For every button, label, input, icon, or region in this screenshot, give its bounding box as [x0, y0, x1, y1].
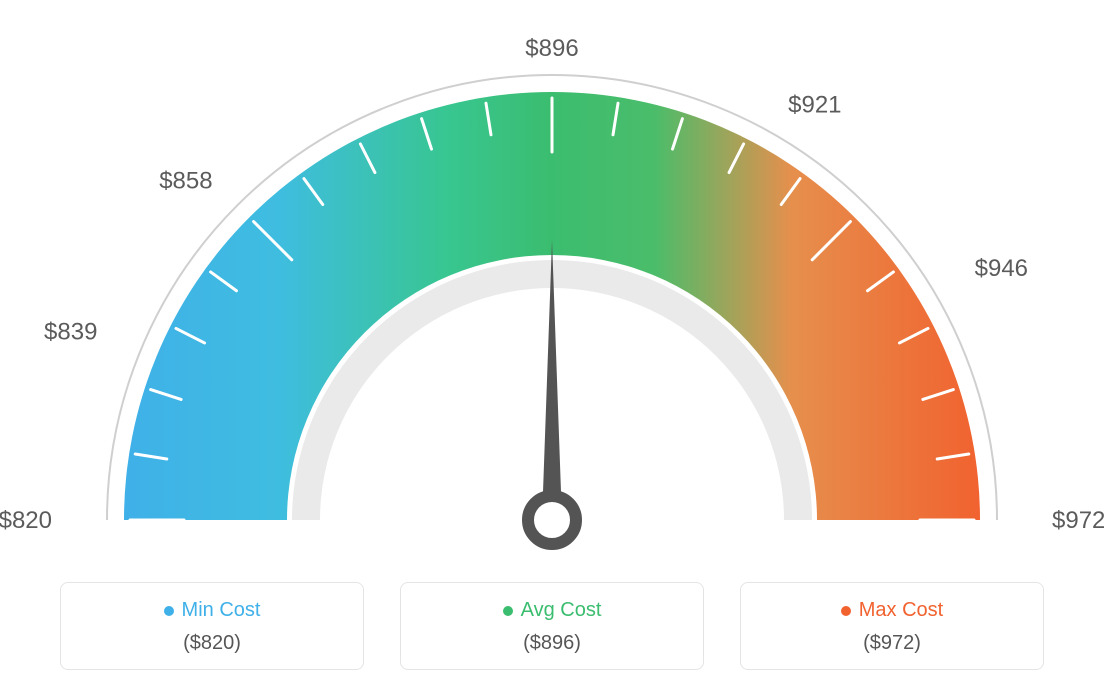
gauge-tick-label: $839 [44, 319, 97, 346]
dot-icon [841, 606, 851, 616]
gauge-needle-hub [528, 496, 576, 544]
gauge-tick-label: $896 [525, 35, 578, 62]
dot-icon [503, 606, 513, 616]
legend-card-max: Max Cost ($972) [740, 582, 1044, 670]
legend-title-min: Min Cost [164, 599, 261, 622]
legend-value-min: ($820) [71, 632, 353, 655]
dot-icon [164, 606, 174, 616]
chart-container: $820 $839 $858 $896 $921 $946 $972 Min Cost ($… [0, 0, 1104, 690]
legend-card-min: Min Cost ($820) [60, 582, 364, 670]
legend-label-min: Min Cost [182, 599, 261, 622]
legend-title-max: Max Cost [841, 599, 943, 622]
legend-value-avg: ($896) [411, 632, 693, 655]
gauge-tick-label: $946 [975, 255, 1028, 282]
gauge-tick-label: $820 [0, 507, 52, 534]
legend-title-avg: Avg Cost [503, 599, 602, 622]
legend-label-max: Max Cost [859, 599, 943, 622]
legend-card-avg: Avg Cost ($896) [400, 582, 704, 670]
gauge-tick-label: $858 [159, 168, 212, 195]
legend-label-avg: Avg Cost [521, 599, 602, 622]
gauge-tick-label: $972 [1052, 507, 1104, 534]
gauge-svg: $820 $839 $858 $896 $921 $946 $972 [0, 0, 1104, 560]
gauge-tick-label: $921 [788, 91, 841, 118]
gauge-area: $820 $839 $858 $896 $921 $946 $972 [0, 0, 1104, 560]
legend-value-max: ($972) [751, 632, 1033, 655]
legend-row: Min Cost ($820) Avg Cost ($896) Max Cost… [0, 582, 1104, 670]
